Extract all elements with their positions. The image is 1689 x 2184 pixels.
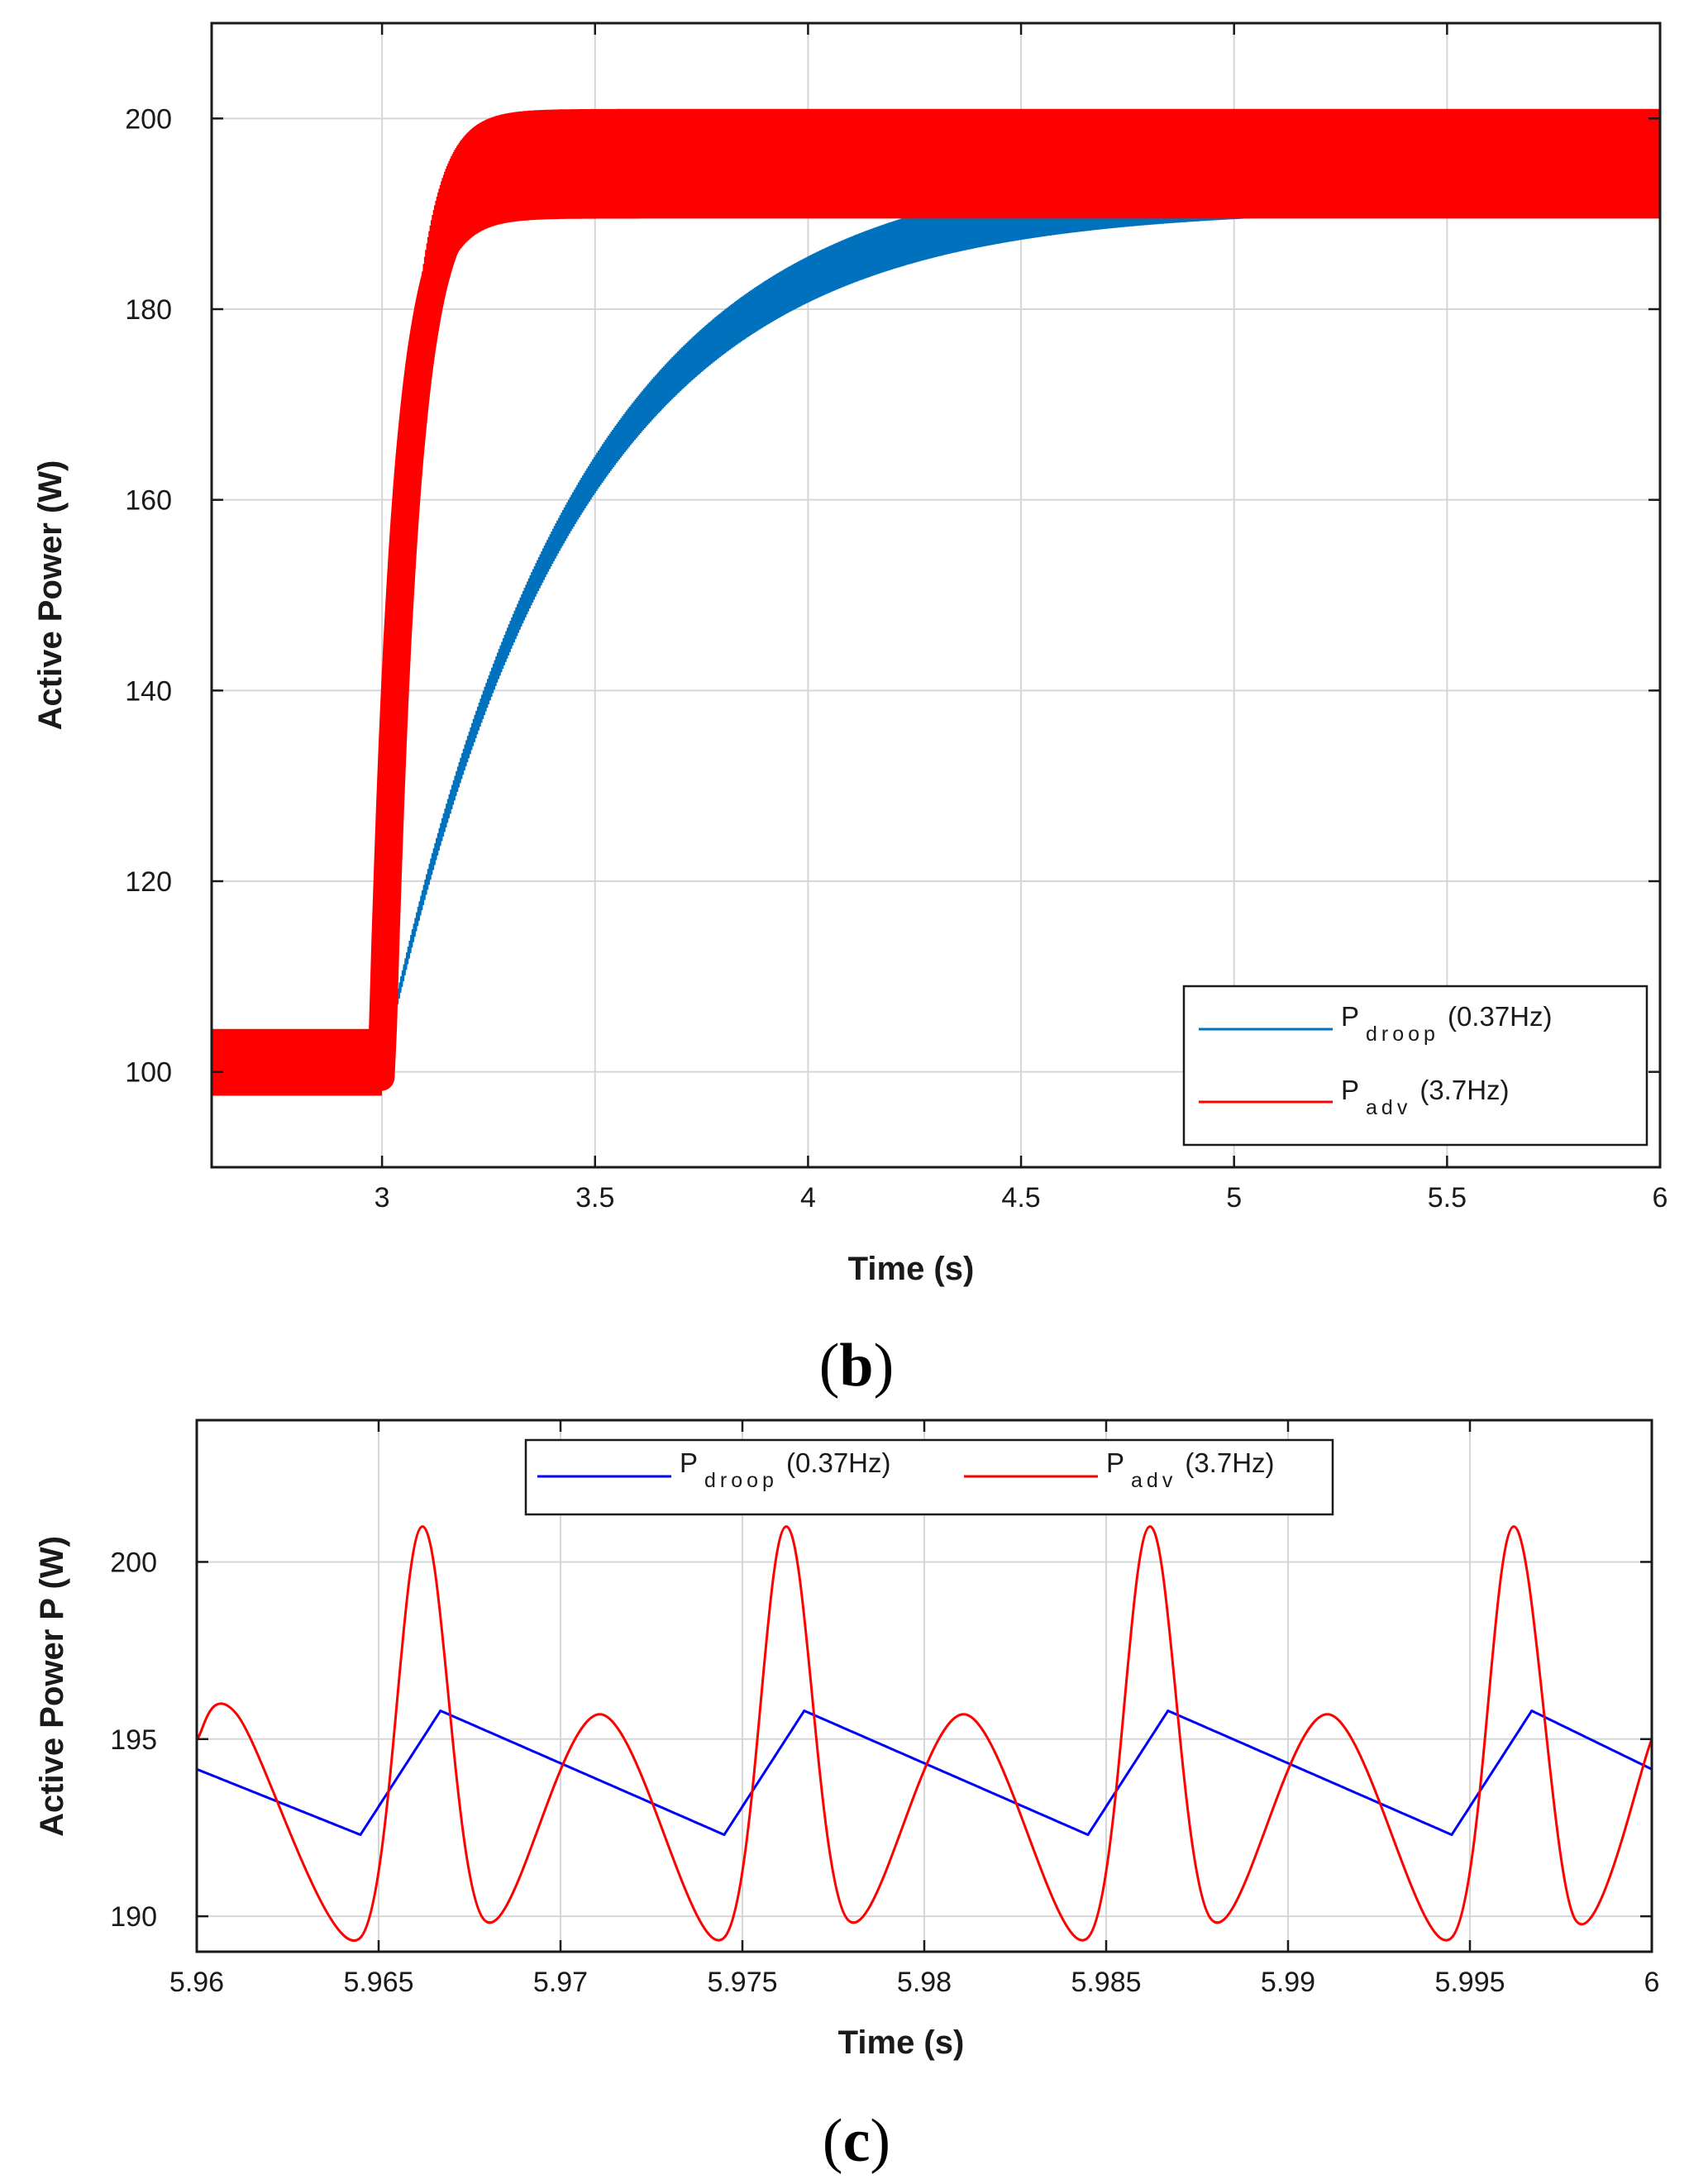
chart-c-xlabel: Time (s) — [838, 2024, 965, 2061]
b-ytick-label: 100 — [125, 1057, 172, 1089]
b-xtick-label: 5 — [1226, 1182, 1242, 1214]
b-ytick-label: 140 — [125, 675, 172, 707]
c-xtick-label: 5.98 — [897, 1967, 952, 1998]
b-xtick-label: 4 — [800, 1182, 816, 1214]
c-ytick-label: 190 — [110, 1901, 157, 1933]
chart-b-series-adv — [199, 108, 1672, 1096]
b-ytick-label: 120 — [125, 866, 172, 898]
chart-c-ylabel: Active Power P (W) — [34, 1536, 70, 1837]
chart-c-legend: Pdroop(0.37Hz) Padv(3.7Hz) — [524, 1438, 1334, 1516]
chart-b-legend-label-adv: Padv(3.7Hz) — [1341, 1075, 1510, 1119]
b-ytick-label: 160 — [125, 485, 172, 517]
chart-b-adv-band — [199, 174, 1672, 1091]
chart-c-adv-line — [195, 1525, 1653, 1942]
c-xtick-label: 5.985 — [1071, 1967, 1141, 1998]
chart-b-frame — [210, 21, 1662, 1169]
c-xtick-label: 6 — [1644, 1967, 1660, 1998]
c-xtick-label: 5.975 — [707, 1967, 777, 1998]
b-ytick-label: 200 — [125, 103, 172, 135]
c-ytick-label: 200 — [110, 1547, 157, 1578]
chart-b: 3 3.5 4 4.5 5 5.5 6 100 120 140 160 180 200 Time (s)… — [32, 21, 1672, 1400]
c-xtick-label: 5.96 — [169, 1967, 224, 1998]
chart-c-legend-label-adv: Padv(3.7Hz) — [1106, 1447, 1275, 1492]
chart-b-ylabel: Active Power (W) — [32, 460, 69, 731]
b-xtick-label: 6 — [1653, 1182, 1668, 1214]
chart-b-xlabel: Time (s) — [848, 1251, 975, 1287]
chart-b-legend-label-droop: Pdroop(0.37Hz) — [1341, 1001, 1553, 1046]
c-xtick-label: 5.995 — [1434, 1967, 1505, 1998]
chart-b-adv-line — [210, 108, 1662, 1096]
b-xtick-label: 3.5 — [575, 1182, 614, 1214]
chart-c-series-droop — [196, 1710, 1653, 1836]
b-xtick-label: 4.5 — [1001, 1182, 1040, 1214]
b-ytick-label: 180 — [125, 294, 172, 326]
c-xtick-label: 5.99 — [1261, 1967, 1315, 1998]
chart-c-droop-line — [196, 1710, 1653, 1836]
b-xtick-label: 3 — [375, 1182, 390, 1214]
chart-c-legend-label-droop: Pdroop(0.37Hz) — [680, 1447, 891, 1492]
panel-label-b: (b) — [819, 1332, 894, 1400]
b-xtick-label: 5.5 — [1428, 1182, 1467, 1214]
chart-c: 5.96 5.965 5.97 5.975 5.98 5.985 5.99 5.995 6 190… — [34, 1419, 1660, 2175]
c-xtick-label: 5.97 — [533, 1967, 588, 1998]
chart-c-series-adv — [195, 1525, 1653, 1942]
c-ytick-label: 195 — [110, 1724, 157, 1756]
chart-b-legend-box — [1182, 985, 1648, 1147]
c-xtick-label: 5.965 — [343, 1967, 413, 1998]
chart-b-legend: Pdroop(0.37Hz) Padv(3.7Hz) — [1182, 985, 1648, 1147]
panel-label-c: (c) — [823, 2107, 890, 2175]
